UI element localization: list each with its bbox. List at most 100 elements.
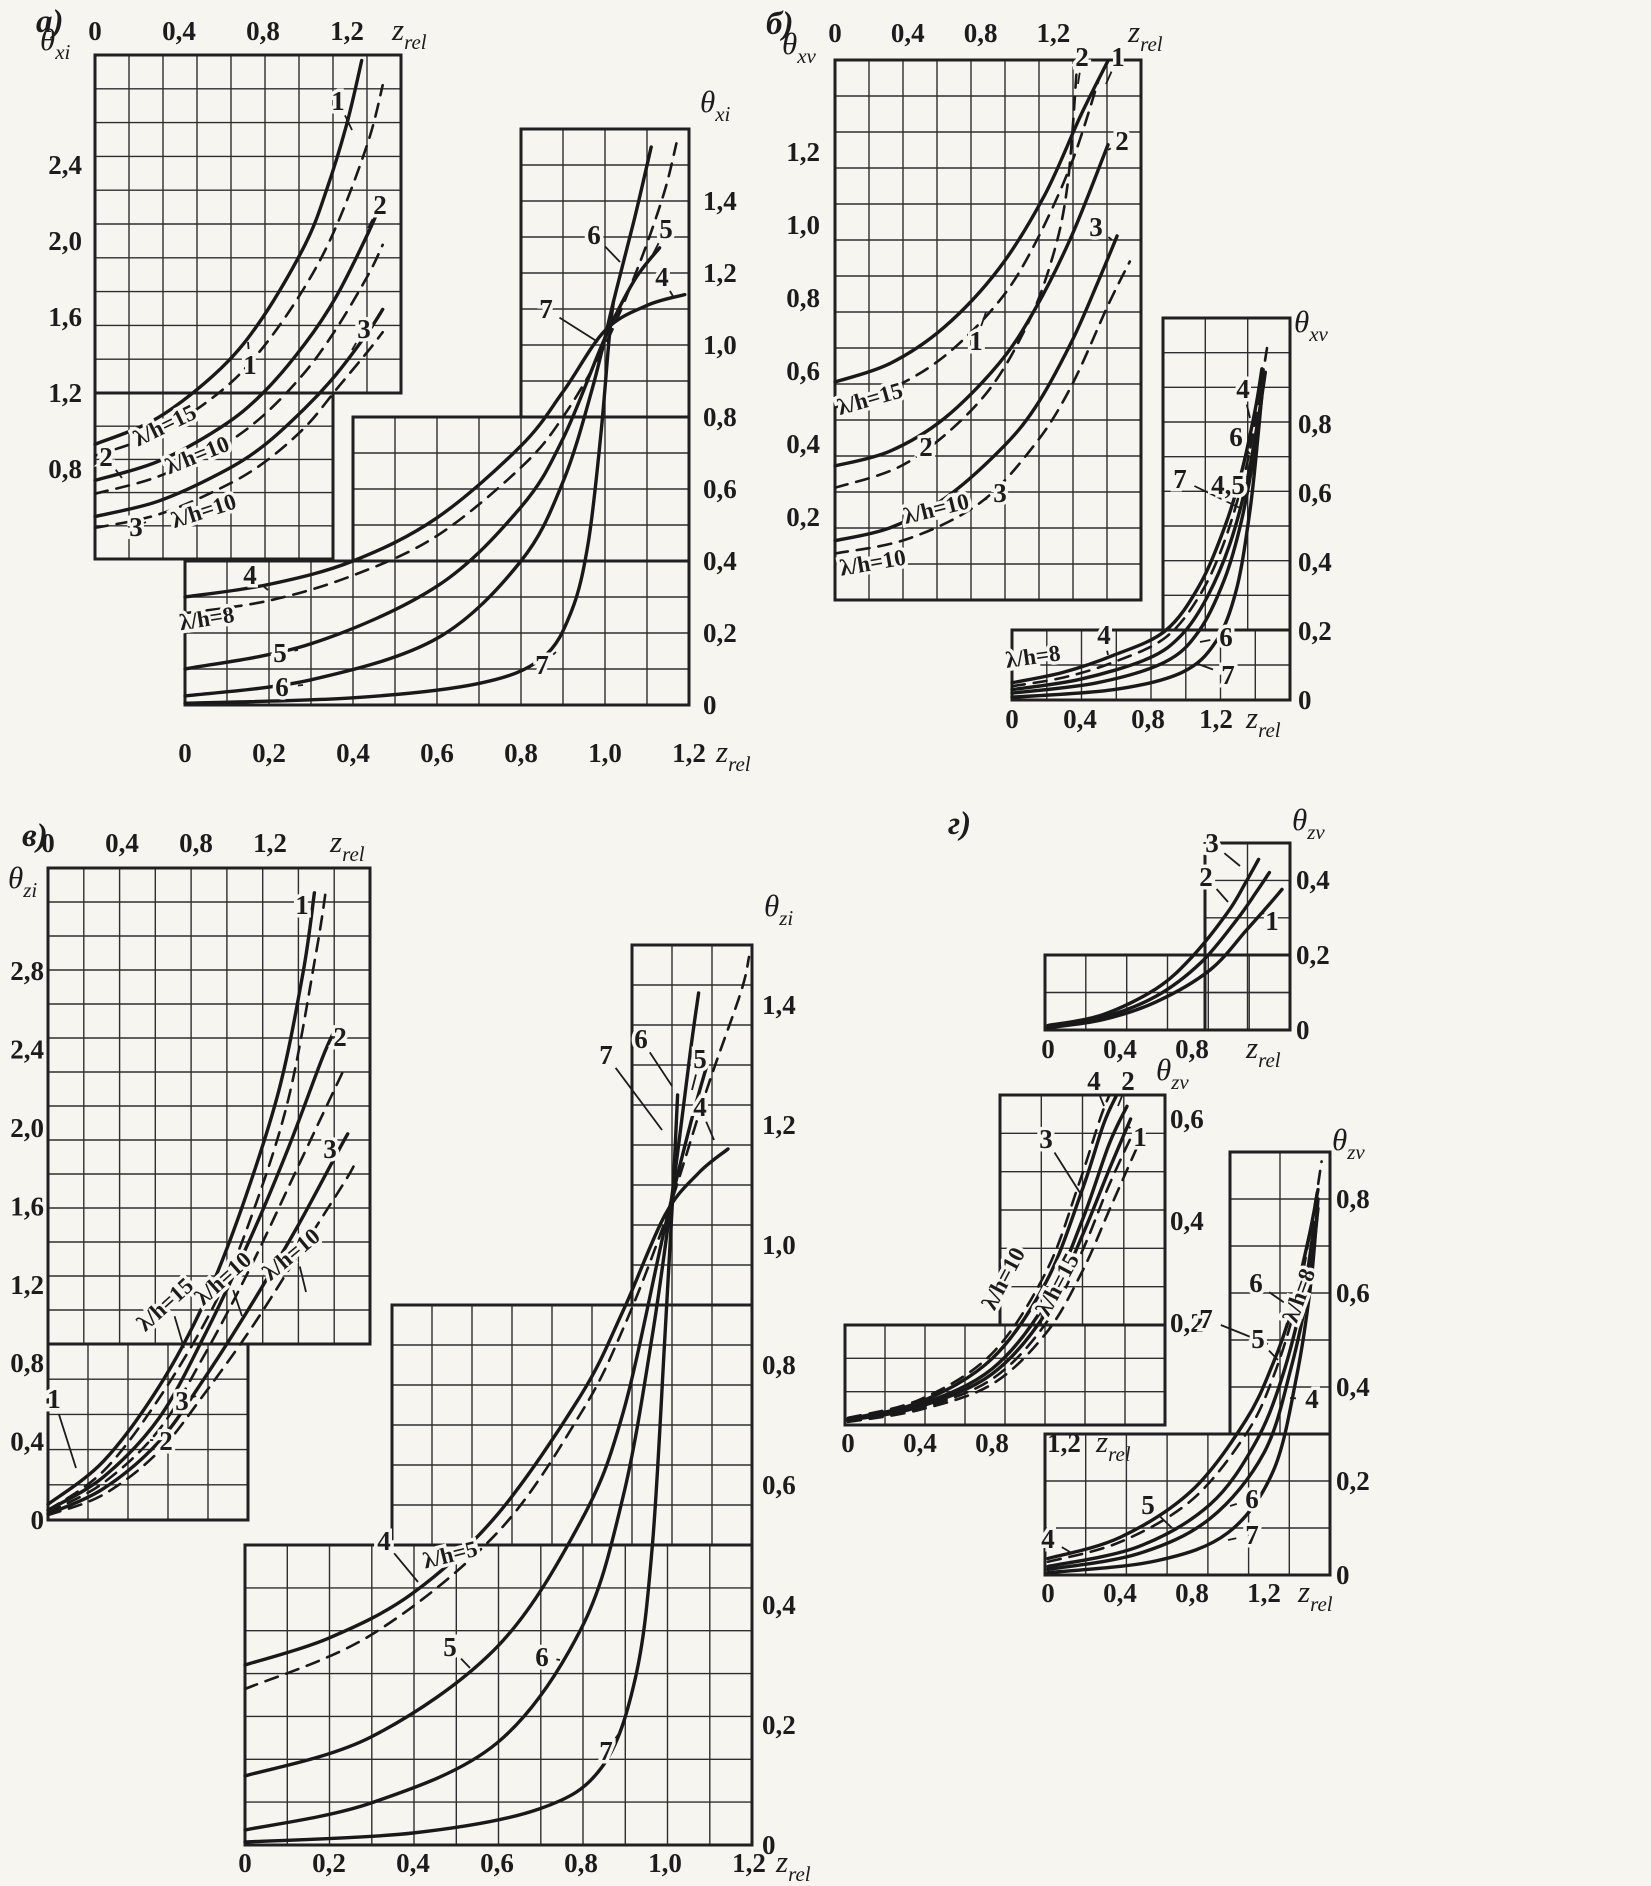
y-tick-label: 1,6 [10, 1191, 44, 1221]
curve-1 [833, 59, 1110, 384]
y-tick-label: 0,4 [10, 1427, 44, 1457]
grid-lines [95, 55, 401, 393]
grid-lines [48, 868, 370, 1344]
x-tick-label: 0 [828, 18, 842, 48]
grid-border [843, 1323, 1167, 1427]
leader-line [1261, 911, 1265, 915]
leader-line [1099, 1095, 1105, 1107]
curve-number-label: 3 [1205, 828, 1219, 858]
curve-number-label: 4 [693, 1092, 707, 1122]
y-tick-label: 1,2 [703, 258, 737, 288]
leader-line [294, 649, 299, 652]
leader-line [705, 1121, 715, 1141]
x-tick-label: 0,4 [903, 1428, 937, 1458]
curve-number-label: 2 [159, 1426, 173, 1456]
panel-label-v: в) [22, 818, 48, 854]
y-tick-label: 0,4 [1298, 547, 1332, 577]
curve-number-label: 4 [1097, 620, 1111, 650]
curve-number-label: 4 [243, 560, 257, 590]
y-tick-label: 0,4 [1170, 1206, 1204, 1236]
y-tick-label: 0 [1336, 1560, 1350, 1590]
curve-number-label: 6 [1245, 1484, 1259, 1514]
x-tick-label: 0,8 [179, 828, 213, 858]
panel-a: 0 0,4 0,8 1,2 zrel 2,4 2,0 1,6 1,2 0,8 θxi 1 2 3 1 2 3 λ/… [38, 10, 754, 779]
curve-6 [243, 991, 701, 1832]
leader-line [1158, 1515, 1173, 1529]
leader-line [1105, 71, 1113, 85]
lambda-annotation: λ/h=10 [838, 545, 908, 581]
curve-7 [243, 1093, 680, 1844]
curve-number-label: 7 [599, 1736, 613, 1766]
y-tick-label: 0,6 [762, 1470, 796, 1500]
leader-line [649, 1051, 673, 1087]
curve-lh10b [833, 260, 1132, 555]
leader-line [983, 497, 988, 501]
grid-lines [835, 60, 1141, 600]
leader-line [1223, 852, 1241, 867]
curve-number-label: 2 [1115, 126, 1129, 156]
curve-number-label: 2 [333, 1022, 347, 1052]
curve-lh10 [846, 1133, 1134, 1423]
curve-2 [93, 197, 385, 483]
y-tick-label: 1,0 [703, 330, 737, 360]
curve-number-label: 6 [275, 672, 289, 702]
curve-number-label: 2 [1121, 1066, 1135, 1096]
leader-line [1245, 404, 1251, 419]
x-tick-label: 1,2 [1247, 1578, 1281, 1608]
leader-line [928, 437, 931, 441]
curve-number-label: 2 [919, 432, 933, 462]
curve-number-label: 6 [1249, 1268, 1263, 1298]
x-tick-label: 1,2 [1199, 704, 1233, 734]
curve-number-label: 1 [1265, 906, 1279, 936]
curve-6 [1010, 394, 1264, 695]
x-tick-label: 0,4 [1103, 1034, 1137, 1064]
curve-number-label: 5 [1141, 1490, 1155, 1520]
curve-number-label: 7 [1173, 464, 1187, 494]
y-tick-label: 2,4 [10, 1035, 44, 1065]
chart-a2: 0 0,2 0,4 0,6 0,8 1,0 1,2 zrel 1,4 1,2 1,0 0,8 0,6 0,… [174, 82, 753, 779]
curve-number-label: 2 [99, 442, 113, 472]
x-tick-label: 0,8 [1175, 1578, 1209, 1608]
curve-1 [46, 891, 317, 1506]
curve-4 [1010, 367, 1264, 685]
grid-border [1043, 1432, 1332, 1577]
grid-lines [353, 417, 689, 561]
y-axis-title: θzi [8, 860, 37, 902]
leader-line [344, 115, 353, 131]
leader-line [614, 1731, 621, 1739]
y-tick-label: 0,2 [1336, 1466, 1370, 1496]
curve-3 [1046, 857, 1261, 1028]
curve-6 [1046, 1206, 1320, 1572]
y-tick-label: 0,2 [1170, 1308, 1204, 1338]
x-tick-label: 0 [88, 16, 102, 46]
leader-line [651, 242, 660, 257]
grid-lines [632, 945, 752, 1305]
y-axis-title: θzv [1156, 1052, 1189, 1094]
leader-line [192, 1395, 197, 1398]
curve-number-label: 6 [1219, 622, 1233, 652]
y-axis-title: θxi [700, 84, 731, 126]
x-tick-label: 1,0 [588, 738, 622, 768]
leader-line [340, 1141, 345, 1145]
y-tick-label: 2,8 [10, 956, 44, 986]
curve-number-label: 6 [587, 220, 601, 250]
curve-1 [1046, 887, 1284, 1030]
x-tick-label: 0,6 [420, 738, 454, 768]
curve-1 [846, 1104, 1129, 1422]
grid-lines [245, 1545, 752, 1845]
curve-number-label: 4 [377, 1526, 391, 1556]
x-tick-label: 1,0 [648, 1848, 682, 1878]
leader-line [556, 1658, 561, 1661]
curve-number-label: 7 [535, 650, 549, 680]
leader-line [1268, 1291, 1293, 1309]
curve-number-label: 1 [969, 326, 983, 356]
x-tick-label: 1,2 [330, 16, 364, 46]
curve-number-label: 6 [535, 1642, 549, 1672]
grid-lines [1230, 1152, 1330, 1434]
y-tick-label: 0,2 [1296, 940, 1330, 970]
leader-line [261, 584, 269, 591]
curve-lh10b [93, 330, 384, 530]
